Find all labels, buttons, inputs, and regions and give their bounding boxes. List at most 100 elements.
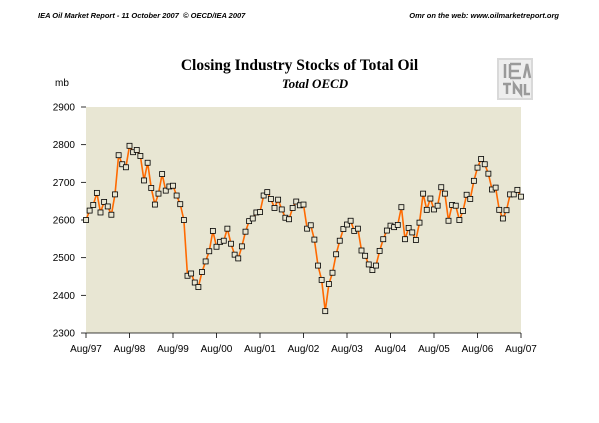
data-point — [496, 206, 503, 213]
x-tick-label: Aug/06 — [462, 344, 494, 355]
header-report-title: IEA Oil Market Report - 11 October 2007 — [38, 11, 179, 20]
x-axis: Aug/97 Aug/98 Aug/99 Aug/00 Aug/01 Aug/02 Aug/… — [70, 332, 537, 355]
data-point — [474, 164, 481, 171]
data-point — [362, 252, 369, 259]
data-point — [445, 217, 452, 224]
data-point — [300, 201, 307, 208]
y-tick-label: 2500 — [53, 253, 76, 264]
data-point — [398, 204, 405, 211]
data-point — [148, 185, 155, 191]
data-point — [191, 279, 198, 286]
data-point — [126, 142, 133, 149]
data-point — [423, 206, 430, 213]
data-point — [431, 206, 437, 213]
y-tick-label: 2800 — [53, 140, 76, 151]
y-axis-unit-label: mb — [55, 78, 69, 89]
header-website: Omr on the web: www.oilmarketreport.org — [409, 11, 559, 20]
data-point — [514, 186, 521, 193]
data-point — [83, 217, 89, 223]
data-point — [441, 190, 448, 197]
iea-logo — [497, 58, 533, 100]
data-point — [159, 171, 166, 177]
data-point — [376, 247, 383, 254]
y-tick-label: 2900 — [53, 103, 76, 114]
data-point — [485, 170, 492, 177]
data-point — [499, 215, 506, 222]
data-point — [438, 184, 445, 191]
data-point — [452, 202, 459, 209]
data-point — [412, 237, 419, 243]
data-point — [170, 182, 176, 189]
data-point — [173, 192, 180, 199]
data-point — [224, 225, 231, 232]
y-axis: 2300 2400 2500 2600 2700 2800 2900 — [53, 103, 86, 340]
data-point — [93, 189, 100, 196]
data-point — [97, 209, 104, 216]
data-point — [151, 201, 158, 208]
data-point — [333, 251, 340, 258]
data-point — [209, 228, 216, 234]
data-point — [257, 209, 263, 215]
data-point — [427, 195, 434, 202]
chart-subtitle: Total OECD — [281, 76, 349, 91]
data-point — [394, 221, 401, 228]
x-tick-label: Aug/98 — [114, 344, 146, 355]
data-point — [358, 247, 365, 254]
data-point — [278, 206, 285, 213]
data-point — [344, 221, 350, 228]
data-point — [289, 205, 296, 211]
data-point — [304, 225, 311, 232]
data-point — [365, 261, 372, 268]
data-point — [315, 262, 321, 269]
data-point — [235, 255, 242, 262]
data-point — [177, 201, 184, 208]
data-point — [202, 258, 209, 265]
data-point — [293, 198, 300, 205]
plot-area — [86, 107, 521, 333]
data-point — [325, 281, 332, 287]
data-point — [318, 276, 325, 283]
data-point — [478, 156, 485, 162]
data-point — [231, 251, 238, 258]
data-point — [108, 211, 115, 218]
y-tick-label: 2400 — [53, 291, 76, 302]
data-point — [155, 190, 162, 197]
data-point — [311, 236, 318, 243]
data-point — [122, 164, 129, 171]
data-point — [90, 202, 97, 208]
data-point — [405, 225, 412, 231]
data-point — [354, 225, 361, 232]
data-point — [420, 190, 427, 197]
data-point — [340, 226, 347, 232]
data-point — [307, 222, 314, 229]
data-point — [503, 207, 510, 214]
data-point — [141, 177, 147, 184]
data-point — [213, 243, 220, 250]
data-point — [195, 284, 202, 290]
x-tick-label: Aug/05 — [418, 344, 450, 355]
data-point — [162, 187, 169, 194]
data-point — [492, 184, 499, 191]
data-point — [470, 177, 477, 184]
data-point — [380, 236, 387, 243]
data-point — [115, 152, 122, 159]
y-tick-label: 2600 — [53, 216, 76, 227]
x-tick-label: Aug/00 — [201, 344, 233, 355]
data-point — [112, 191, 118, 198]
data-point — [249, 215, 256, 222]
data-point — [434, 202, 441, 209]
data-point — [206, 248, 213, 255]
data-point — [133, 147, 140, 153]
data-point — [220, 237, 227, 244]
data-point — [101, 199, 108, 205]
data-point — [242, 228, 249, 235]
data-point — [460, 208, 466, 214]
data-point — [409, 229, 416, 236]
data-point — [264, 189, 271, 196]
x-tick-label: Aug/97 — [70, 344, 102, 355]
data-point — [383, 227, 390, 234]
data-point — [228, 240, 234, 247]
chart-title: Closing Industry Stocks of Total Oil — [180, 57, 419, 74]
data-point — [347, 217, 354, 224]
